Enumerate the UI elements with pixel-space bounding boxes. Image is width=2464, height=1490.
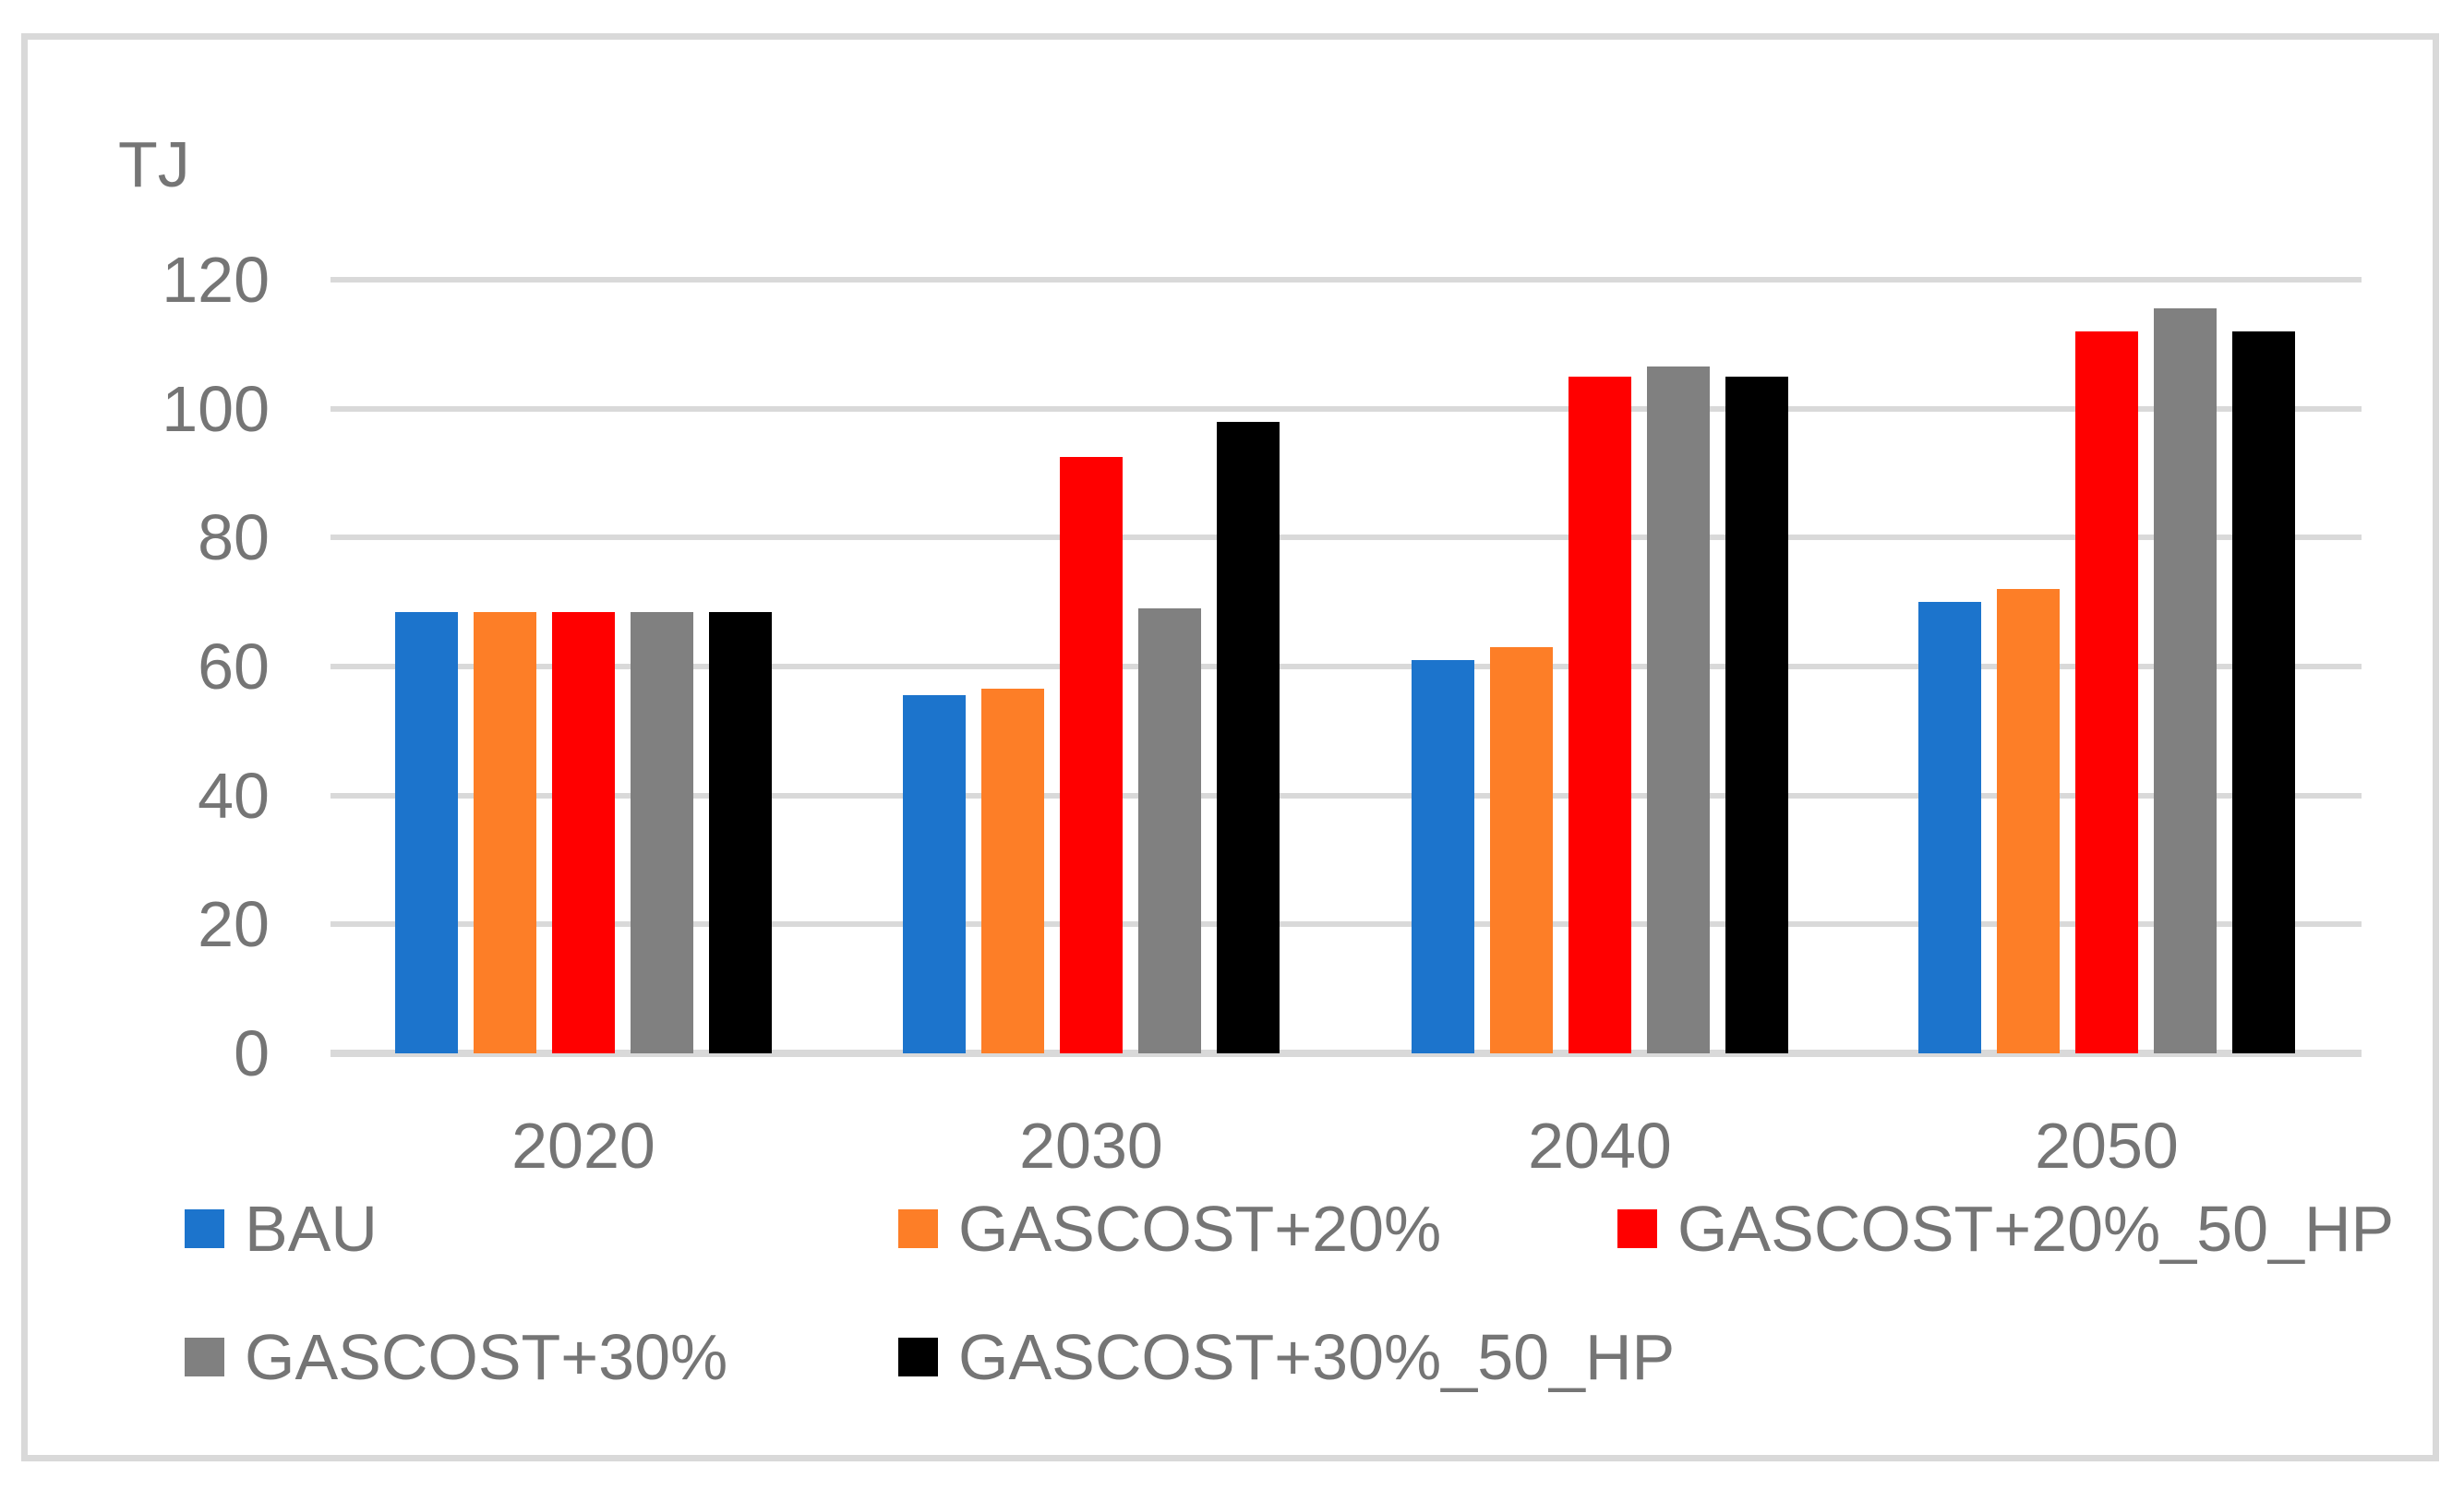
y-tick-label: 40 <box>198 759 270 832</box>
legend-item: GASCOST+20%_50_HP <box>1617 1196 2394 1261</box>
x-tick-label: 2020 <box>511 1110 655 1182</box>
y-tick-label: 100 <box>162 372 270 445</box>
bar-2050-series-0 <box>1918 602 1981 1053</box>
legend-label: BAU <box>245 1193 378 1265</box>
gridline <box>331 277 2362 282</box>
gridline <box>331 664 2362 669</box>
bar-2040-series-0 <box>1412 660 1474 1053</box>
bar-2020-series-0 <box>395 611 458 1053</box>
bar-2030-series-0 <box>903 695 966 1053</box>
legend-label: GASCOST+30%_50_HP <box>958 1321 1676 1393</box>
y-tick-label: 0 <box>234 1017 270 1089</box>
bar-2020-series-1 <box>474 611 536 1053</box>
bar-2050-series-3 <box>2154 308 2217 1053</box>
bar-2030-series-2 <box>1060 457 1123 1053</box>
gridline <box>331 792 2362 799</box>
x-tick-label: 2030 <box>1019 1110 1163 1182</box>
bar-2050-series-4 <box>2232 330 2295 1053</box>
bar-2050-series-1 <box>1997 589 2060 1053</box>
legend-label: GASCOST+20%_50_HP <box>1677 1193 2395 1265</box>
legend-item: BAU <box>185 1196 378 1261</box>
x-tick-label: 2040 <box>1528 1110 1672 1182</box>
bar-2020-series-2 <box>552 611 615 1053</box>
legend-swatch-icon <box>185 1209 224 1248</box>
bar-2040-series-2 <box>1569 376 1631 1053</box>
bar-2040-series-4 <box>1725 376 1788 1053</box>
legend-item: GASCOST+30%_50_HP <box>898 1325 1675 1389</box>
legend-swatch-icon <box>185 1338 224 1376</box>
chart-border <box>21 33 2439 1461</box>
bar-2030-series-1 <box>981 689 1044 1053</box>
legend-item: GASCOST+30% <box>185 1325 727 1389</box>
bar-2030-series-3 <box>1138 608 1201 1053</box>
y-tick-label: 60 <box>198 631 270 703</box>
legend-label: GASCOST+20% <box>958 1193 1442 1265</box>
bar-2030-series-4 <box>1217 421 1280 1053</box>
legend-swatch-icon <box>1617 1209 1657 1248</box>
legend-swatch-icon <box>898 1338 938 1376</box>
y-tick-label: 20 <box>198 888 270 961</box>
x-axis-line <box>331 1050 2362 1057</box>
legend-swatch-icon <box>898 1209 938 1248</box>
bar-2050-series-2 <box>2075 330 2138 1053</box>
x-tick-label: 2050 <box>2035 1110 2179 1182</box>
bar-2020-series-4 <box>709 611 772 1053</box>
y-tick-label: 80 <box>198 501 270 574</box>
gridline <box>331 921 2362 928</box>
bar-2020-series-3 <box>631 611 693 1053</box>
y-tick-label: 120 <box>162 244 270 316</box>
legend-label: GASCOST+30% <box>245 1321 728 1393</box>
y-axis-title: TJ <box>118 128 190 200</box>
bar-2040-series-1 <box>1490 647 1553 1053</box>
gridline <box>331 405 2362 412</box>
gridline <box>331 535 2362 541</box>
legend-item: GASCOST+20% <box>898 1196 1441 1261</box>
bar-2040-series-3 <box>1647 366 1710 1053</box>
